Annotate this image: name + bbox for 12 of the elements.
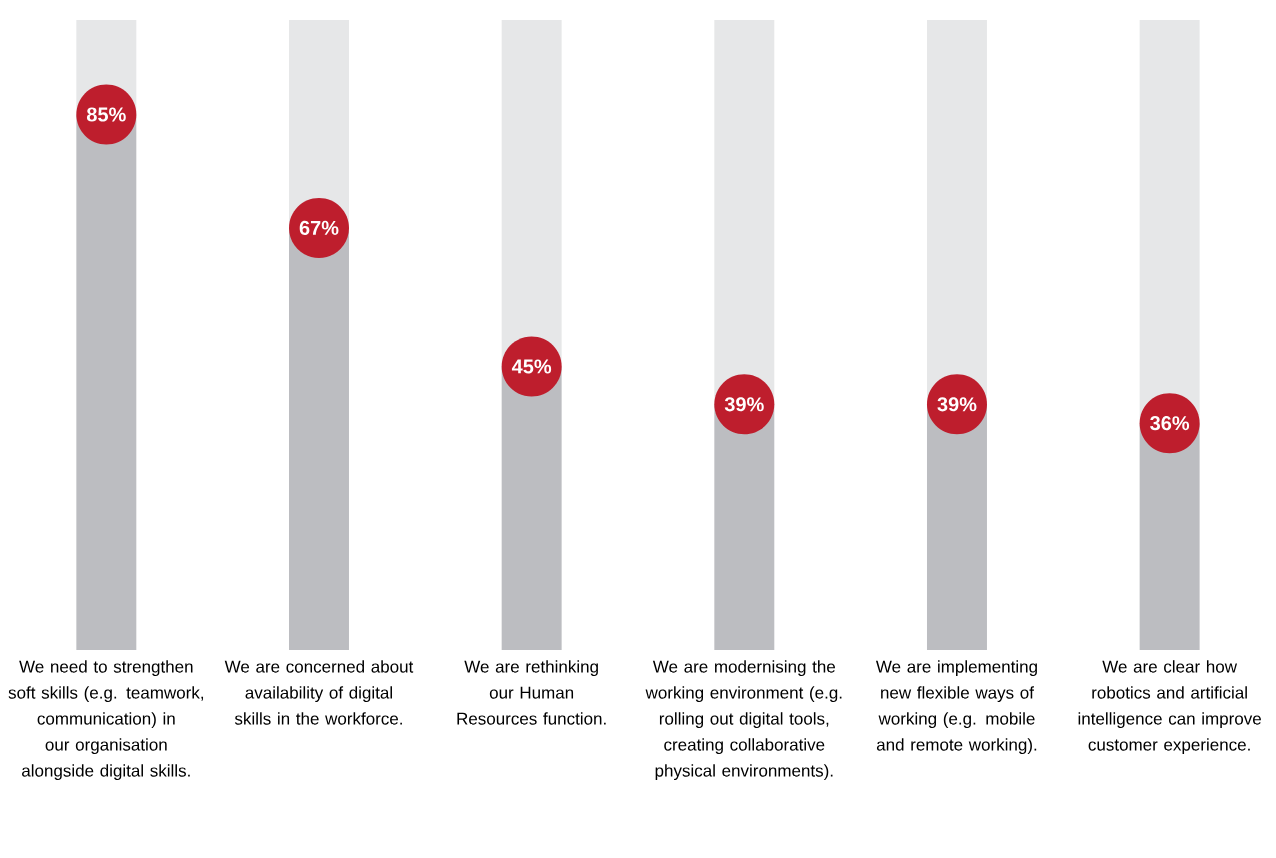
- x-tick-label: We are rethinking our Human Resources function.: [457, 660, 606, 725]
- data-label: 85%: [86, 107, 126, 122]
- x-tick-label: We are concerned about availability of digital skills in the workforce.: [224, 660, 414, 725]
- x-tick-label: We are implementing new flexible ways of working (e.g. mobile and remote working).: [875, 660, 1037, 755]
- x-tick-label: We are modernising the working environment (e.g. rolling out digital tools, creating collaborative physical environments).: [645, 660, 842, 781]
- data-label: 39%: [937, 397, 977, 412]
- data-label: 45%: [511, 359, 552, 374]
- data-label: 67%: [299, 220, 339, 235]
- x-tick-label: We are clear how robotics and artificial intelligence can improve customer experience.: [1078, 660, 1261, 755]
- data-label: 36%: [1150, 416, 1190, 431]
- x-tick-label: We need to strengthen soft skills (e.g. teamwork, communication) in our organisation alongside digital skills.: [8, 660, 204, 781]
- data-label: 39%: [724, 397, 764, 412]
